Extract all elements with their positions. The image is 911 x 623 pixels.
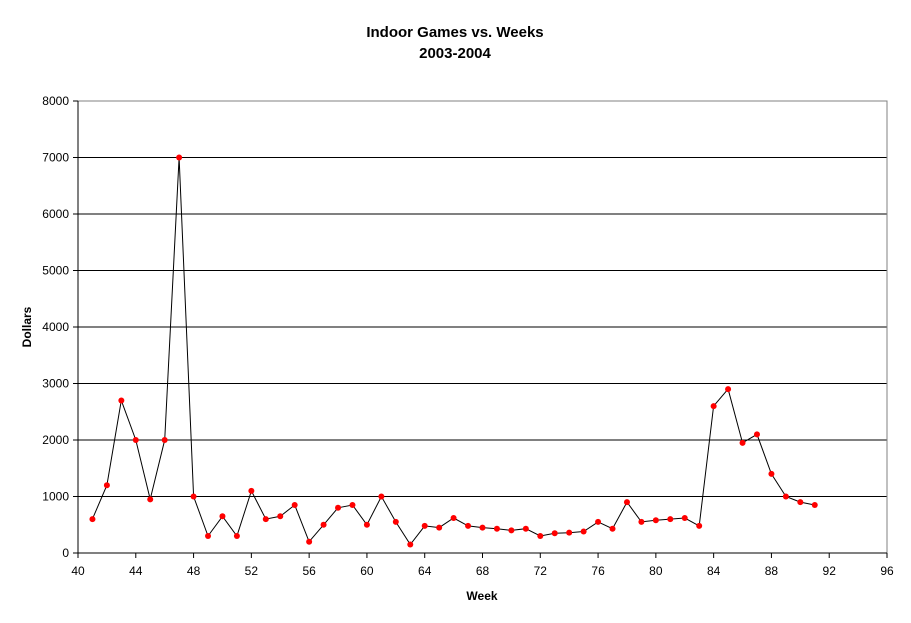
- chart-title: Indoor Games vs. Weeks: [366, 24, 543, 41]
- data-point: [132, 437, 139, 443]
- data-point: [797, 499, 804, 506]
- data-point: [349, 501, 356, 508]
- x-tick-label: 88: [765, 564, 779, 578]
- data-point: [638, 518, 645, 525]
- y-tick-label: 1000: [42, 490, 69, 504]
- x-tick-label: 72: [534, 564, 548, 578]
- data-point: [696, 522, 703, 529]
- x-tick-label: 56: [302, 564, 316, 578]
- data-point: [262, 516, 269, 523]
- data-point: [782, 493, 789, 500]
- data-point: [277, 513, 284, 520]
- data-point: [320, 521, 327, 528]
- data-point: [291, 501, 298, 508]
- data-point: [219, 513, 226, 520]
- data-point: [537, 533, 544, 540]
- y-tick-label: 4000: [42, 320, 69, 334]
- data-point: [161, 437, 168, 443]
- x-tick-label: 68: [476, 564, 490, 578]
- data-point: [479, 524, 486, 531]
- y-tick-label: 8000: [42, 94, 69, 108]
- data-point: [811, 501, 818, 508]
- x-tick-label: 40: [71, 564, 85, 578]
- data-point: [363, 521, 370, 528]
- data-point: [205, 533, 212, 540]
- data-point: [233, 533, 240, 540]
- x-tick-label: 48: [187, 564, 201, 578]
- data-point: [378, 493, 385, 500]
- y-axis-title: Dollars: [20, 306, 34, 347]
- data-point: [103, 482, 110, 489]
- data-point: [392, 518, 399, 525]
- x-axis-title: Week: [466, 589, 497, 603]
- data-point: [335, 504, 342, 511]
- data-point: [623, 499, 630, 506]
- data-point: [508, 527, 515, 534]
- data-point: [725, 386, 732, 393]
- data-point: [710, 403, 717, 410]
- data-point: [248, 487, 255, 494]
- y-tick-label: 5000: [42, 264, 69, 278]
- x-tick-label: 64: [418, 564, 432, 578]
- data-point: [768, 470, 775, 477]
- data-point: [421, 522, 428, 529]
- data-point: [667, 516, 674, 523]
- data-point: [551, 530, 558, 537]
- series-layer: [89, 154, 818, 548]
- x-tick-label: 92: [823, 564, 837, 578]
- x-tick-label: 60: [360, 564, 374, 578]
- data-point: [566, 529, 573, 536]
- data-point: [190, 493, 197, 500]
- y-tick-label: 7000: [42, 151, 69, 165]
- data-point: [118, 397, 125, 404]
- x-tick-label: 96: [880, 564, 894, 578]
- y-tick-label: 2000: [42, 433, 69, 447]
- x-tick-label: 44: [129, 564, 143, 578]
- data-point: [609, 525, 616, 532]
- data-point: [176, 154, 183, 161]
- data-point: [465, 522, 472, 529]
- x-tick-label: 80: [649, 564, 663, 578]
- data-point: [739, 439, 746, 446]
- y-tick-label: 6000: [42, 207, 69, 221]
- grid-lines: [78, 157, 887, 497]
- data-point: [306, 538, 313, 545]
- data-point: [595, 518, 602, 525]
- data-point: [407, 541, 414, 548]
- data-point: [580, 528, 587, 535]
- x-tick-label: 76: [591, 564, 605, 578]
- y-tick-label: 0: [62, 546, 69, 560]
- axes: 0 1000 2000 3000 4000 5000 6000 7000 8000 40 44 48 5…: [42, 94, 894, 578]
- x-tick-label: 52: [245, 564, 259, 578]
- data-point: [681, 514, 688, 521]
- data-point: [450, 514, 457, 521]
- data-point: [522, 525, 529, 532]
- data-point: [436, 524, 443, 531]
- data-point: [753, 431, 760, 438]
- data-point: [89, 516, 96, 523]
- series-line: [91, 157, 815, 546]
- data-point: [493, 525, 500, 532]
- x-tick-label: 84: [707, 564, 721, 578]
- data-point: [147, 496, 154, 503]
- y-tick-label: 3000: [42, 377, 69, 391]
- data-point: [652, 517, 659, 524]
- chart-subtitle: 2003-2004: [419, 45, 491, 62]
